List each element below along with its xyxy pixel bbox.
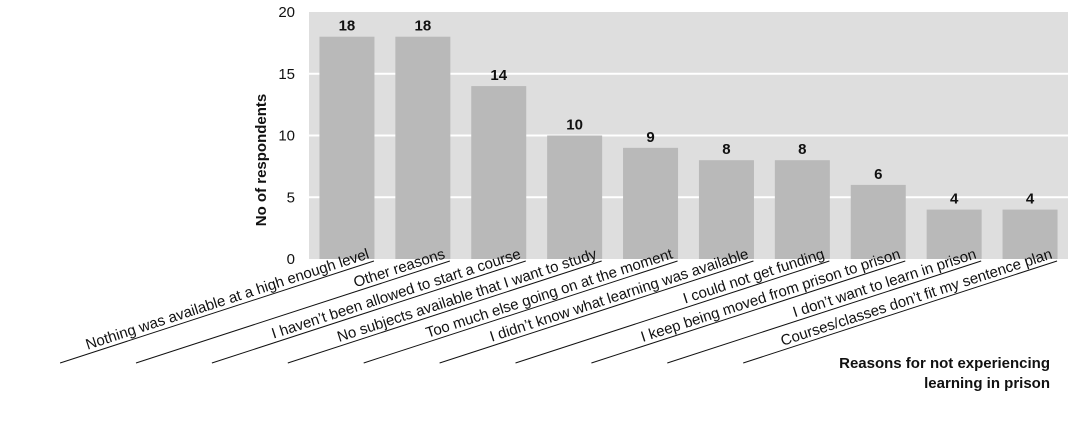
bar xyxy=(698,160,754,259)
x-axis-title: Reasons for not experiencing learning in… xyxy=(839,355,1050,392)
bar xyxy=(319,36,375,260)
bar-value-label: 18 xyxy=(415,18,432,35)
category-leader-line xyxy=(667,260,982,364)
bar xyxy=(850,184,906,259)
category-leader-line xyxy=(287,260,602,364)
category-leader-line xyxy=(211,260,526,364)
bar xyxy=(547,135,603,259)
bar-value-label: 4 xyxy=(950,191,959,208)
y-tick-label: 10 xyxy=(278,128,295,145)
category-leader-line xyxy=(591,260,906,364)
category-leader-line xyxy=(363,260,678,364)
category-label: Nothing was available at a high enough l… xyxy=(84,246,372,354)
bar xyxy=(926,209,982,259)
y-axis-title-box: No of respondents xyxy=(244,80,284,240)
bar xyxy=(1002,209,1058,259)
bars: 18 18 14 10 9 8 8 6 4 4 xyxy=(319,18,1058,260)
category-labels: Nothing was available at a high enough l… xyxy=(59,245,1058,364)
bar-value-label: 10 xyxy=(566,117,583,134)
bar xyxy=(774,160,830,259)
bar-value-label: 18 xyxy=(339,18,356,35)
category-leader-line xyxy=(135,260,451,364)
category-leader-line xyxy=(743,260,1058,364)
bar xyxy=(395,36,451,260)
y-ticks: 0 5 10 15 20 xyxy=(278,4,295,268)
y-tick-label: 5 xyxy=(287,189,295,206)
bar-value-label: 8 xyxy=(722,141,730,158)
y-axis-title: No of respondents xyxy=(253,94,270,227)
bar-value-label: 6 xyxy=(874,166,882,183)
bar-value-label: 14 xyxy=(490,67,507,84)
y-tick-label: 20 xyxy=(278,4,295,21)
y-tick-label: 15 xyxy=(278,66,295,83)
category-leader-line xyxy=(59,260,375,364)
category-leader-line xyxy=(439,260,754,364)
bar-value-label: 4 xyxy=(1026,191,1035,208)
bar xyxy=(623,147,679,259)
bar xyxy=(471,86,527,259)
category-leader-line xyxy=(515,260,830,364)
bar-value-label: 8 xyxy=(798,141,806,158)
y-tick-label: 0 xyxy=(287,251,295,268)
bar-value-label: 9 xyxy=(646,129,654,146)
